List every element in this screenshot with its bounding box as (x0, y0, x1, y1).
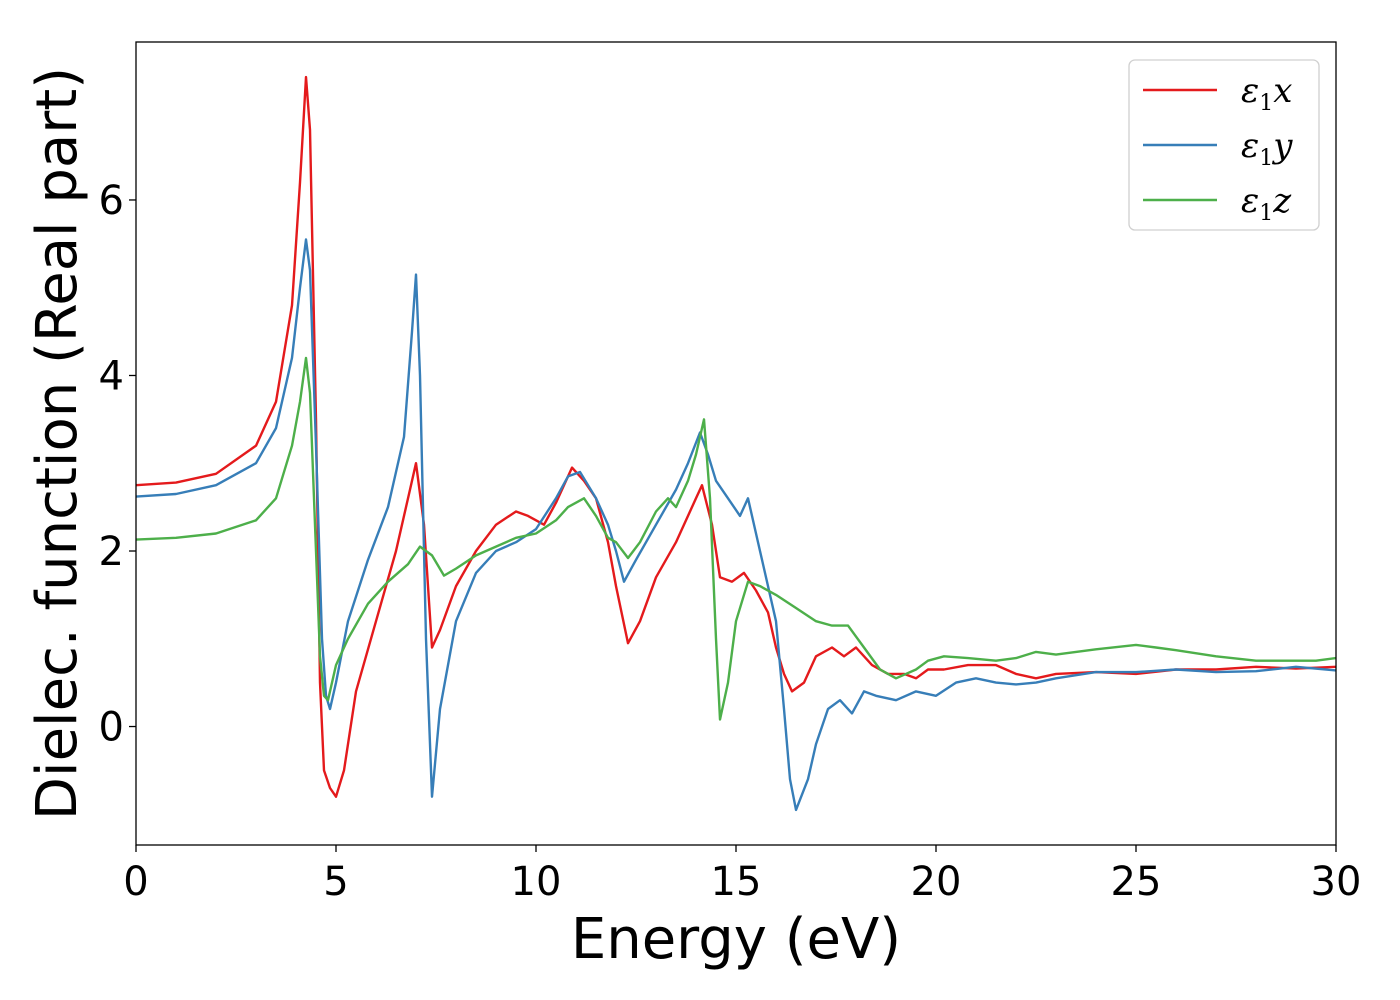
legend: ε1x ε1y ε1z (1128, 59, 1320, 231)
y-tick-label: 2 (99, 529, 124, 575)
x-tick-label: 25 (1111, 859, 1162, 905)
x-tick-label: 10 (511, 859, 562, 905)
legend-label: ε1z (1241, 181, 1292, 226)
legend-label: ε1y (1241, 126, 1293, 171)
series-line-x (136, 75, 1336, 798)
x-axis-ticks: 0 5 10 15 20 25 30 (123, 845, 1361, 905)
y-axis-label: Dielec. function (Real part) (25, 67, 90, 820)
y-tick-label: 4 (99, 353, 124, 399)
legend-box (1128, 59, 1320, 231)
series-line-z (136, 356, 1336, 721)
x-tick-label: 20 (911, 859, 962, 905)
y-tick-label: 6 (99, 178, 124, 224)
series-line-y (136, 238, 1336, 812)
y-tick-label: 0 (99, 705, 124, 751)
legend-label: ε1x (1241, 71, 1292, 116)
x-tick-label: 15 (711, 859, 762, 905)
x-axis-label: Energy (eV) (571, 907, 901, 972)
y-axis-ticks: 0 2 4 6 (99, 178, 136, 751)
series-layer (136, 75, 1336, 812)
x-tick-label: 30 (1311, 859, 1362, 905)
x-tick-label: 0 (123, 859, 148, 905)
x-tick-label: 5 (323, 859, 348, 905)
